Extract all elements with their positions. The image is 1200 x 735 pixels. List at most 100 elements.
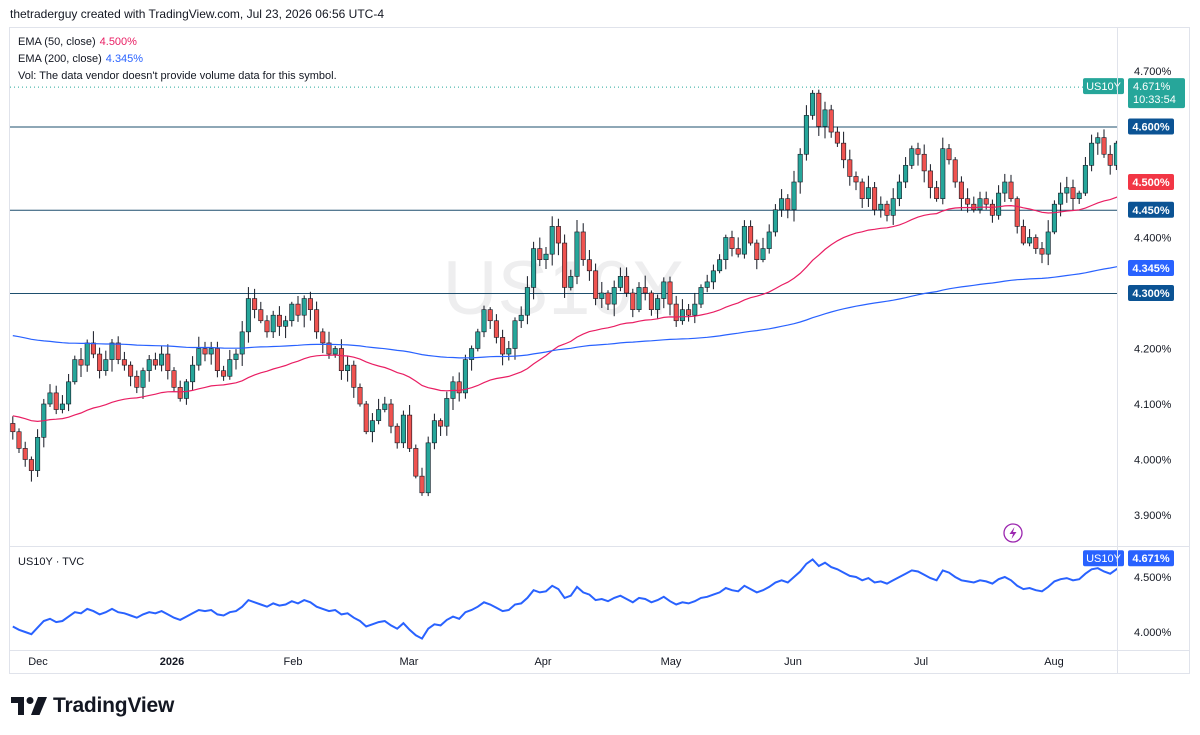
candle[interactable] — [456, 372, 462, 402]
candle[interactable] — [717, 254, 723, 274]
candle[interactable] — [847, 149, 853, 186]
candle[interactable] — [1133, 130, 1137, 161]
candle[interactable] — [134, 370, 140, 394]
candle[interactable] — [438, 418, 444, 436]
candle[interactable] — [1145, 146, 1149, 166]
candle[interactable] — [72, 355, 78, 385]
ema50-line[interactable] — [12, 172, 1185, 423]
candle[interactable] — [388, 398, 394, 434]
candle[interactable] — [53, 385, 59, 415]
candle[interactable] — [921, 144, 927, 183]
candle[interactable] — [332, 346, 338, 358]
candle[interactable] — [698, 284, 704, 308]
candle[interactable] — [1020, 219, 1026, 246]
candle[interactable] — [934, 180, 940, 202]
candle[interactable] — [996, 185, 1002, 220]
candle[interactable] — [555, 218, 561, 256]
candle[interactable] — [537, 237, 543, 267]
candle[interactable] — [450, 376, 456, 410]
candle[interactable] — [1070, 179, 1076, 210]
candle[interactable] — [295, 296, 301, 322]
candle[interactable] — [462, 354, 468, 399]
candle[interactable] — [78, 347, 84, 378]
candle[interactable] — [834, 126, 840, 147]
candle[interactable] — [692, 292, 698, 324]
candle[interactable] — [593, 263, 599, 306]
ema200-legend[interactable]: EMA (200, close) 4.345% — [18, 53, 143, 65]
candle[interactable] — [419, 467, 425, 496]
candle[interactable] — [816, 89, 822, 136]
candle[interactable] — [772, 204, 778, 237]
candle[interactable] — [686, 303, 692, 322]
candle[interactable] — [84, 339, 90, 372]
candle[interactable] — [1058, 182, 1064, 217]
candle[interactable] — [586, 249, 592, 281]
candle[interactable] — [1082, 156, 1088, 196]
candle[interactable] — [580, 223, 586, 266]
candle[interactable] — [1051, 200, 1057, 235]
candle[interactable] — [599, 281, 605, 308]
candle[interactable] — [735, 237, 741, 258]
candle[interactable] — [927, 164, 933, 199]
candle[interactable] — [890, 188, 896, 225]
candle[interactable] — [481, 305, 487, 338]
candle[interactable] — [363, 400, 369, 435]
candle[interactable] — [493, 314, 499, 344]
candle[interactable] — [159, 345, 165, 372]
candle[interactable] — [1089, 134, 1095, 172]
candle[interactable] — [965, 188, 971, 213]
candle[interactable] — [1107, 145, 1113, 175]
candle[interactable] — [320, 328, 326, 354]
candle[interactable] — [270, 310, 276, 339]
candle[interactable] — [766, 224, 772, 254]
candle[interactable] — [729, 230, 735, 257]
candle[interactable] — [568, 269, 574, 291]
candle[interactable] — [760, 237, 766, 263]
candle[interactable] — [952, 157, 958, 188]
ema200-line[interactable] — [12, 252, 1185, 359]
candle[interactable] — [741, 220, 747, 259]
volume-legend[interactable]: Vol: The data vendor doesn't provide vol… — [18, 70, 337, 82]
candle[interactable] — [351, 360, 357, 398]
candle[interactable] — [475, 328, 481, 352]
candle[interactable] — [1008, 174, 1014, 202]
candle[interactable] — [407, 404, 413, 452]
candle[interactable] — [66, 373, 72, 412]
candle[interactable] — [165, 344, 171, 380]
candle[interactable] — [679, 299, 685, 325]
candle[interactable] — [1151, 146, 1155, 158]
candle[interactable] — [506, 341, 512, 361]
candle[interactable] — [283, 315, 289, 339]
candle[interactable] — [518, 306, 524, 328]
candle[interactable] — [221, 365, 227, 381]
candle[interactable] — [227, 349, 233, 380]
candle[interactable] — [345, 356, 351, 382]
candle[interactable] — [661, 277, 667, 309]
lightning-icon[interactable] — [1003, 523, 1023, 543]
candle[interactable] — [115, 336, 121, 365]
candle[interactable] — [543, 246, 549, 269]
candle[interactable] — [103, 350, 109, 376]
candle[interactable] — [97, 347, 103, 379]
candle[interactable] — [624, 267, 630, 297]
candle[interactable] — [872, 181, 878, 216]
candle[interactable] — [704, 274, 710, 293]
candle[interactable] — [28, 456, 34, 482]
candle[interactable] — [1101, 129, 1107, 158]
candle[interactable] — [940, 137, 946, 205]
candle[interactable] — [16, 428, 22, 454]
candle[interactable] — [431, 413, 437, 450]
candle[interactable] — [630, 288, 636, 318]
candle[interactable] — [41, 398, 47, 448]
candle[interactable] — [1045, 220, 1051, 266]
candle[interactable] — [1039, 242, 1045, 264]
candle[interactable] — [35, 429, 41, 477]
candle[interactable] — [152, 352, 158, 370]
candle[interactable] — [307, 291, 313, 321]
candle[interactable] — [177, 380, 183, 402]
candle[interactable] — [444, 391, 450, 436]
candle[interactable] — [338, 339, 344, 380]
candle[interactable] — [190, 356, 196, 391]
candle[interactable] — [196, 336, 202, 371]
candle[interactable] — [276, 306, 282, 336]
